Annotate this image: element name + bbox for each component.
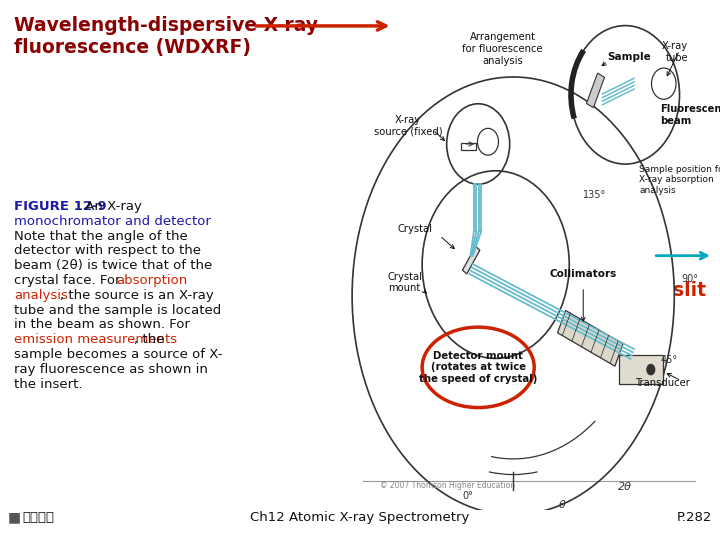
- Text: analysis: analysis: [14, 289, 68, 302]
- Text: detector with respect to the: detector with respect to the: [14, 245, 201, 258]
- Text: emission measurements: emission measurements: [14, 333, 177, 346]
- Text: sample becomes a source of X-: sample becomes a source of X-: [14, 348, 222, 361]
- Text: tube and the sample is located: tube and the sample is located: [14, 303, 221, 316]
- Text: Sample: Sample: [608, 52, 652, 62]
- Text: fluorescence (WDXRF): fluorescence (WDXRF): [14, 38, 251, 57]
- Text: .: .: [164, 215, 168, 228]
- Text: crystal face. For: crystal face. For: [14, 274, 125, 287]
- Text: Detector mount
(rotates at twice
the speed of crystal): Detector mount (rotates at twice the spe…: [419, 351, 537, 384]
- Text: , the: , the: [134, 333, 164, 346]
- Text: slit: slit: [673, 280, 706, 300]
- Text: 135°: 135°: [583, 190, 606, 200]
- Text: monochromator and detector: monochromator and detector: [14, 215, 211, 228]
- Text: ■: ■: [8, 510, 21, 524]
- Bar: [461, 143, 477, 150]
- Text: ray fluorescence as shown in: ray fluorescence as shown in: [14, 363, 208, 376]
- Text: 0°: 0°: [462, 491, 473, 501]
- Text: Crystal: Crystal: [397, 224, 433, 234]
- Bar: [619, 355, 662, 384]
- Text: Ch12 Atomic X-ray Spectrometry: Ch12 Atomic X-ray Spectrometry: [251, 511, 469, 524]
- Text: Wavelength-dispersive X-ray: Wavelength-dispersive X-ray: [14, 16, 318, 35]
- Polygon shape: [462, 246, 480, 274]
- Text: Sample position for
X-ray absorption
analysis: Sample position for X-ray absorption ana…: [639, 165, 720, 194]
- Text: P.282: P.282: [677, 511, 712, 524]
- Text: 2θ: 2θ: [618, 482, 632, 492]
- Text: X-ray
tube: X-ray tube: [662, 41, 688, 63]
- Text: , the source is an X-ray: , the source is an X-ray: [60, 289, 213, 302]
- Polygon shape: [587, 73, 605, 107]
- Text: 45°: 45°: [660, 355, 678, 365]
- Text: An X-ray: An X-ray: [81, 200, 142, 213]
- Text: θ: θ: [559, 500, 565, 510]
- Text: Transducer: Transducer: [635, 378, 690, 388]
- Text: Fluorescence
beam: Fluorescence beam: [660, 104, 720, 126]
- Text: © 2007 Thomson Higher Education: © 2007 Thomson Higher Education: [380, 481, 516, 490]
- Text: beam (2θ) is twice that of the: beam (2θ) is twice that of the: [14, 259, 212, 272]
- Text: FIGURE 12-9: FIGURE 12-9: [14, 200, 107, 213]
- Text: absorption: absorption: [117, 274, 188, 287]
- Text: the insert.: the insert.: [14, 377, 83, 390]
- Text: Note that the angle of the: Note that the angle of the: [14, 230, 188, 242]
- Text: 90°: 90°: [681, 274, 698, 285]
- Text: Crystal
mount: Crystal mount: [387, 272, 422, 293]
- Polygon shape: [557, 310, 623, 366]
- Text: Arrangement
for fluorescence
analysis: Arrangement for fluorescence analysis: [462, 32, 543, 65]
- Text: in the beam as shown. For: in the beam as shown. For: [14, 319, 190, 332]
- Text: 歐亞書局: 歐亞書局: [22, 511, 54, 524]
- Text: Collimators: Collimators: [549, 268, 617, 279]
- Text: X-ray
source (fixed): X-ray source (fixed): [374, 116, 443, 137]
- Circle shape: [647, 364, 655, 375]
